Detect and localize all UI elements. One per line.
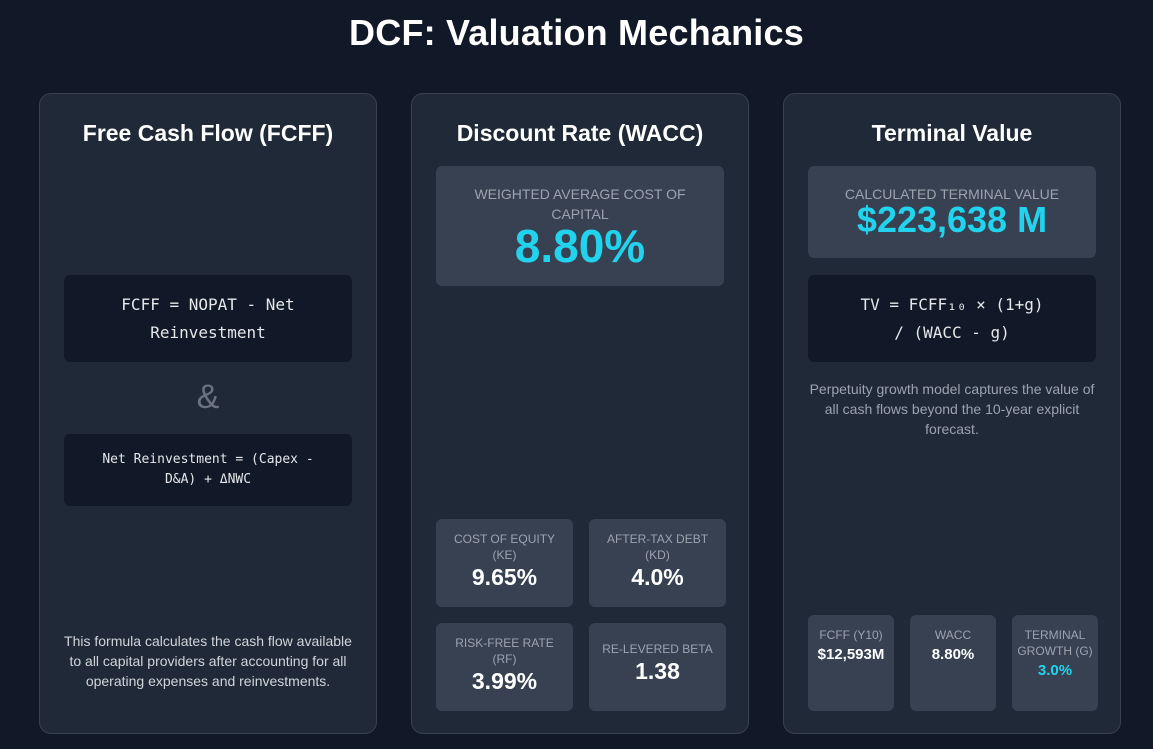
terminal-value-card: Terminal Value Calculated Terminal Value… xyxy=(783,93,1121,734)
cost-of-equity-stat: Cost of Equity (Ke) 9.65% xyxy=(436,519,573,607)
wacc-card: Discount Rate (WACC) Weighted Average Co… xyxy=(411,93,749,734)
fcff-card: Free Cash Flow (FCFF) FCFF = NOPAT - Net… xyxy=(39,93,377,734)
after-tax-debt-stat: After-Tax Debt (Kd) 4.0% xyxy=(589,519,726,607)
wacc-hero-value: 8.80% xyxy=(514,220,646,272)
net-reinvestment-formula-text: Net Reinvestment = (Capex - D&A) + ΔNWC xyxy=(102,452,314,487)
stat-value: 4.0% xyxy=(631,564,684,590)
page-title: DCF: Valuation Mechanics xyxy=(349,12,804,53)
terminal-value-description: Perpetuity growth model captures the val… xyxy=(809,381,1095,437)
stat-value: 8.80% xyxy=(931,646,975,663)
fcff-description: This formula calculates the cash flow av… xyxy=(64,633,352,689)
wacc-hero-panel: Weighted Average Cost of Capital 8.80% xyxy=(436,166,724,286)
wacc-stat: WACC 8.80% xyxy=(910,615,996,711)
stat-value: 9.65% xyxy=(471,564,538,590)
fcff-y10-stat: FCFF (Y10) $12,593M xyxy=(808,615,894,711)
stat-label: Terminal Growth (g) xyxy=(1017,628,1093,658)
wacc-card-title: Discount Rate (WACC) xyxy=(456,120,704,146)
terminal-value-hero-panel: Calculated Terminal Value $223,638 M xyxy=(808,166,1096,258)
terminal-value-formula: TV = FCFF₁₀ × (1+g) / (WACC - g) xyxy=(808,275,1096,362)
stat-label: Risk-Free Rate (Rf) xyxy=(455,636,554,666)
terminal-growth-stat: Terminal Growth (g) 3.0% xyxy=(1012,615,1098,711)
risk-free-rate-stat: Risk-Free Rate (Rf) 3.99% xyxy=(436,623,573,711)
stat-label: FCFF (Y10) xyxy=(819,628,883,642)
stat-label: WACC xyxy=(934,628,972,642)
fcff-formula-text: FCFF = NOPAT - Net Reinvestment xyxy=(121,294,295,342)
stat-label: Cost of Equity (Ke) xyxy=(453,532,556,562)
stat-value: 1.38 xyxy=(635,658,680,684)
stat-value: $12,593M xyxy=(817,646,885,663)
stat-value: 3.99% xyxy=(471,668,538,694)
fcff-card-title: Free Cash Flow (FCFF) xyxy=(82,120,334,146)
wacc-hero-label: Weighted Average Cost of Capital xyxy=(474,186,686,222)
stat-label: After-Tax Debt (Kd) xyxy=(606,532,709,562)
relevered-beta-stat: Re-levered Beta 1.38 xyxy=(589,623,726,711)
stat-label: Re-levered Beta xyxy=(602,642,713,656)
terminal-value-formula-text: TV = FCFF₁₀ × (1+g) / (WACC - g) xyxy=(860,294,1044,342)
stat-value: 3.0% xyxy=(1037,662,1073,679)
terminal-value-hero-value: $223,638 M xyxy=(856,199,1048,240)
terminal-value-hero-label: Calculated Terminal Value xyxy=(844,186,1060,202)
ampersand-connector: & xyxy=(196,378,220,416)
fcff-formula: FCFF = NOPAT - Net Reinvestment xyxy=(64,275,352,362)
net-reinvestment-formula: Net Reinvestment = (Capex - D&A) + ΔNWC xyxy=(64,434,352,506)
terminal-value-card-title: Terminal Value xyxy=(871,120,1033,146)
